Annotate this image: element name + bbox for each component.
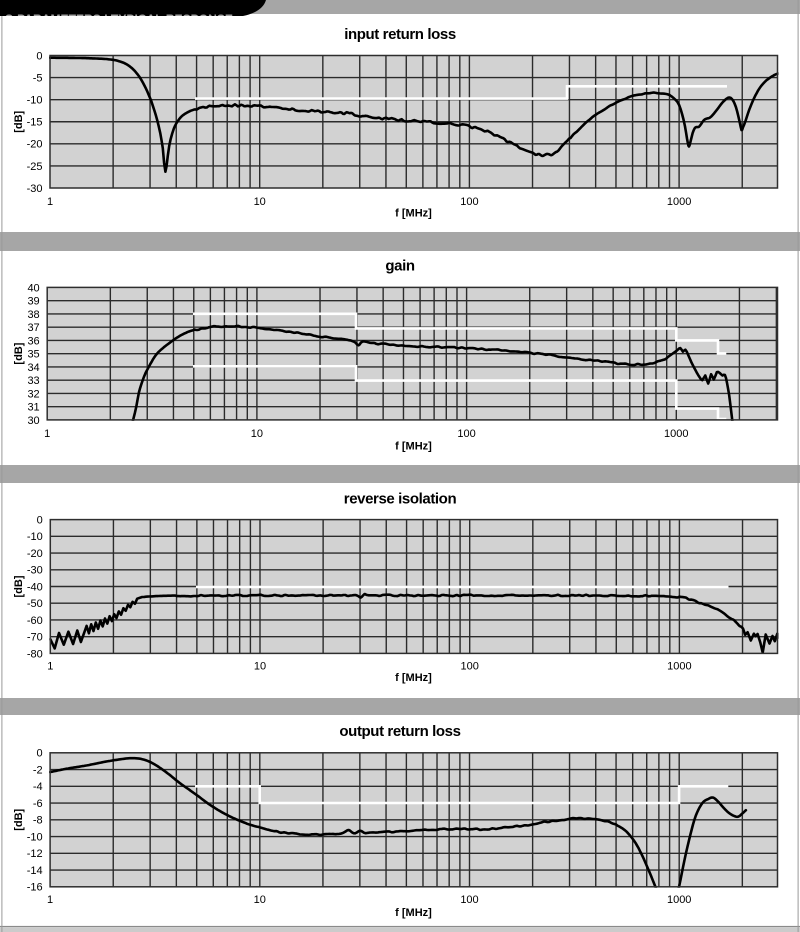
svg-text:-14: -14 [27, 865, 43, 877]
svg-text:-30: -30 [27, 183, 43, 195]
svg-text:-16: -16 [27, 882, 43, 894]
svg-text:input return loss: input return loss [344, 26, 456, 43]
svg-text:0: 0 [36, 748, 42, 760]
svg-text:1000: 1000 [664, 428, 688, 440]
svg-text:32: 32 [27, 388, 39, 400]
svg-text:34: 34 [27, 362, 39, 374]
svg-text:f [MHz]: f [MHz] [395, 207, 432, 219]
svg-text:40: 40 [27, 282, 39, 294]
svg-text:-15: -15 [27, 117, 43, 129]
svg-text:1000: 1000 [667, 894, 691, 906]
svg-text:-6: -6 [33, 798, 43, 810]
svg-text:S-PARAMETERS I TYPICAL RESPONS: S-PARAMETERS I TYPICAL RESPONSE [5, 11, 233, 26]
svg-text:35: 35 [27, 349, 39, 361]
svg-text:100: 100 [460, 894, 478, 906]
svg-text:f [MHz]: f [MHz] [395, 672, 432, 684]
svg-text:-10: -10 [27, 831, 43, 843]
svg-text:10: 10 [251, 428, 263, 440]
svg-text:1: 1 [44, 428, 50, 440]
svg-text:100: 100 [460, 196, 478, 208]
svg-text:[dB]: [dB] [13, 342, 25, 364]
svg-text:-40: -40 [27, 581, 43, 593]
svg-text:-60: -60 [27, 615, 43, 627]
svg-text:100: 100 [461, 661, 479, 673]
svg-text:output return loss: output return loss [339, 723, 460, 740]
svg-text:38: 38 [27, 309, 39, 321]
svg-text:0: 0 [36, 50, 42, 62]
svg-text:37: 37 [27, 322, 39, 334]
svg-text:31: 31 [27, 402, 39, 414]
svg-text:reverse isolation: reverse isolation [344, 491, 457, 508]
svg-text:[dB]: [dB] [13, 110, 25, 132]
svg-text:100: 100 [457, 428, 475, 440]
svg-text:30: 30 [27, 415, 39, 427]
svg-text:-20: -20 [27, 548, 43, 560]
svg-text:-10: -10 [27, 95, 43, 107]
svg-text:-25: -25 [27, 161, 43, 173]
svg-text:-20: -20 [27, 139, 43, 151]
svg-text:-80: -80 [27, 648, 43, 660]
svg-text:1: 1 [47, 196, 53, 208]
svg-text:39: 39 [27, 296, 39, 308]
svg-text:1: 1 [47, 894, 53, 906]
svg-text:f [MHz]: f [MHz] [395, 440, 432, 452]
svg-text:gain: gain [385, 258, 414, 275]
svg-text:33: 33 [27, 375, 39, 387]
svg-text:0: 0 [37, 515, 43, 527]
svg-text:10: 10 [254, 661, 266, 673]
svg-text:10: 10 [254, 196, 266, 208]
svg-text:-50: -50 [27, 598, 43, 610]
svg-text:-8: -8 [33, 815, 43, 827]
svg-text:1000: 1000 [667, 196, 691, 208]
svg-text:-12: -12 [27, 848, 43, 860]
svg-text:36: 36 [27, 335, 39, 347]
svg-text:-30: -30 [27, 565, 43, 577]
svg-text:-2: -2 [33, 764, 43, 776]
svg-text:[dB]: [dB] [13, 575, 25, 597]
svg-text:1000: 1000 [667, 661, 691, 673]
svg-text:1: 1 [47, 661, 53, 673]
svg-text:f [MHz]: f [MHz] [395, 907, 432, 919]
svg-text:[dB]: [dB] [13, 808, 25, 830]
svg-text:10: 10 [254, 894, 266, 906]
svg-text:-5: -5 [33, 72, 43, 84]
svg-text:-70: -70 [27, 632, 43, 644]
svg-text:-10: -10 [27, 531, 43, 543]
svg-text:-4: -4 [33, 781, 43, 793]
